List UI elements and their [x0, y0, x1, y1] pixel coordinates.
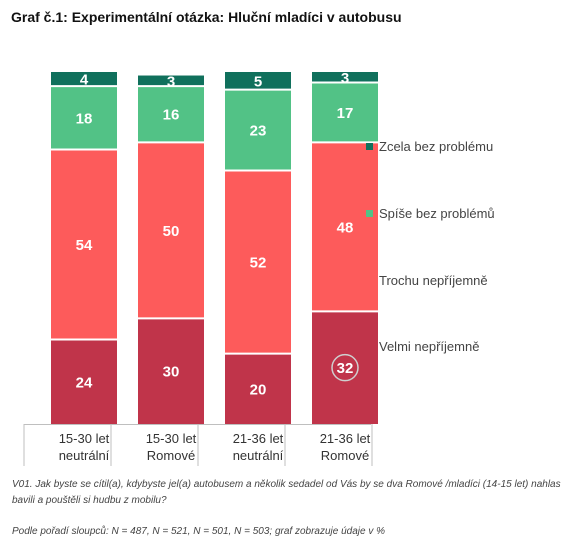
data-label: 48	[337, 219, 354, 236]
bar-segment	[225, 353, 291, 424]
data-label: 24	[76, 374, 93, 391]
bar-segment	[225, 72, 291, 90]
bar-segment	[51, 149, 117, 340]
data-label: 18	[76, 110, 93, 127]
x-tick-label: 15-30 let	[146, 431, 197, 446]
data-label: 3	[167, 73, 175, 90]
bar-segment	[138, 86, 204, 143]
bar-segment	[312, 82, 378, 143]
data-label: 5	[254, 73, 262, 90]
data-label: 30	[163, 364, 180, 381]
legend-swatch	[366, 277, 373, 284]
legend-swatch	[366, 343, 373, 350]
bar-segment	[51, 86, 117, 150]
bar-segment	[51, 339, 117, 424]
data-label: 54	[76, 237, 93, 254]
legend-swatch	[366, 143, 373, 150]
x-axis: 15-30 let neutrální 15-30 let Romové 21-36 l…	[23, 424, 373, 466]
data-label: 52	[250, 255, 267, 272]
data-label: 50	[163, 223, 180, 240]
data-label: 20	[250, 381, 267, 398]
bar-segment	[138, 318, 204, 424]
x-tick-label: 15-30 let	[59, 431, 110, 446]
data-label: 4	[80, 72, 89, 89]
x-tick-label: neutrální	[59, 448, 110, 463]
sample-note: Podle pořadí sloupců: N = 487, N = 521, …	[12, 526, 386, 537]
legend-label: Zcela bez problému	[379, 139, 493, 154]
stacked-bar-chart: 24 54 18 4 30 50 16 3 20 52 23 5 32 48 17 3 15-30 let ne…	[23, 70, 495, 466]
highlight-circle	[331, 353, 359, 382]
bar-segment	[312, 311, 378, 424]
legend-label: Spíše bez problémů	[379, 206, 495, 221]
bars-group: 24 54 18 4 30 50 16 3 20 52 23 5 32 48 17 3	[51, 70, 378, 424]
data-label: 16	[163, 107, 180, 124]
data-label: 32	[337, 360, 354, 377]
bar-segment	[138, 75, 204, 87]
bar-segment	[225, 89, 291, 171]
x-tick-label: 21-36 let	[233, 431, 284, 446]
legend-swatch	[366, 210, 373, 217]
x-tick-label: Romové	[147, 448, 195, 463]
bar-segment	[312, 72, 378, 83]
legend-label: Trochu nepříjemně	[379, 273, 488, 288]
survey-question: V01. Jak byste se cítil(a), kdybyste jel…	[12, 479, 561, 506]
bar-segment	[51, 72, 117, 87]
legend-label: Velmi nepříjemně	[379, 339, 479, 354]
data-label: 3	[341, 70, 349, 87]
legend: Zcela bez problému Spíše bez problémů Troc…	[366, 139, 495, 354]
chart-title: Graf č.1: Experimentální otázka: Hluční …	[11, 9, 402, 25]
bar-segment	[225, 170, 291, 354]
x-tick-label: 21-36 let	[320, 431, 371, 446]
bar-segment	[138, 142, 204, 319]
x-tick-label: neutrální	[233, 448, 284, 463]
data-label: 23	[250, 123, 267, 140]
data-label: 17	[337, 105, 354, 122]
x-tick-label: Romové	[321, 448, 369, 463]
